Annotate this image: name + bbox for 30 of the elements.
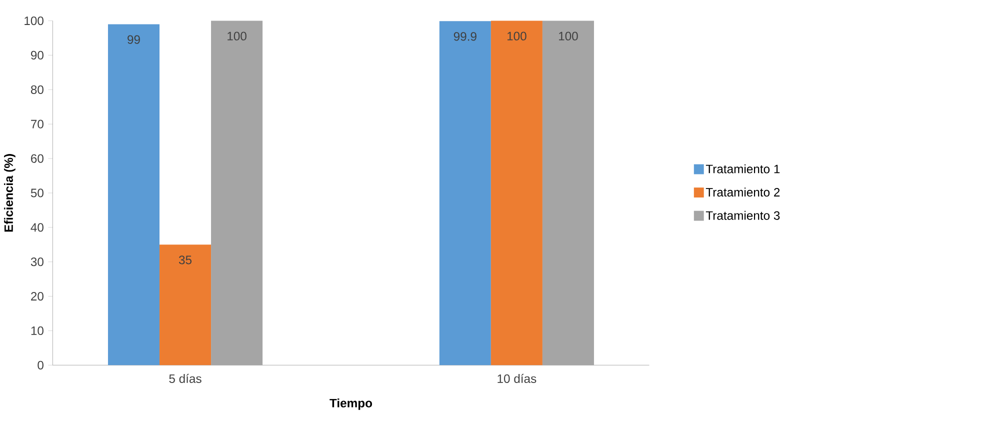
bar [211,20,263,366]
y-tick-label: 0 [38,361,44,370]
y-tick-label: 30 [30,258,44,266]
bar [108,24,160,366]
y-tick-label: 60 [31,154,44,164]
data-label: 35 [178,256,192,264]
data-label: 99 [128,35,140,44]
data-label: 100 [507,32,526,41]
y-tick-label: 50 [30,188,44,198]
y-tick-label: 40 [30,223,44,232]
legend-label: Tratamiento 1 [706,164,780,174]
data-label: 100 [559,32,578,41]
bar [490,20,542,366]
x-axis-title: Tiempo [330,398,372,410]
y-tick-label: 70 [31,120,44,129]
y-axis-title: Eficiencia (%) [4,154,16,232]
y-tick-label: 100 [24,16,44,26]
bar [160,244,212,366]
bar [542,20,594,366]
y-tick-label: 90 [30,51,44,60]
x-tick-label: 5 días [169,374,202,384]
data-label: 100 [228,32,246,41]
y-tick-label: 80 [30,86,44,94]
legend-label: Tratamiento 2 [706,188,780,197]
y-tick-label: 10 [31,326,44,336]
x-tick-label: 10 días [498,374,536,384]
data-label: 99.9 [454,32,476,41]
bar [439,21,491,366]
y-tick-label: 20 [31,292,44,301]
legend-label: Tratamiento 3 [706,211,780,220]
